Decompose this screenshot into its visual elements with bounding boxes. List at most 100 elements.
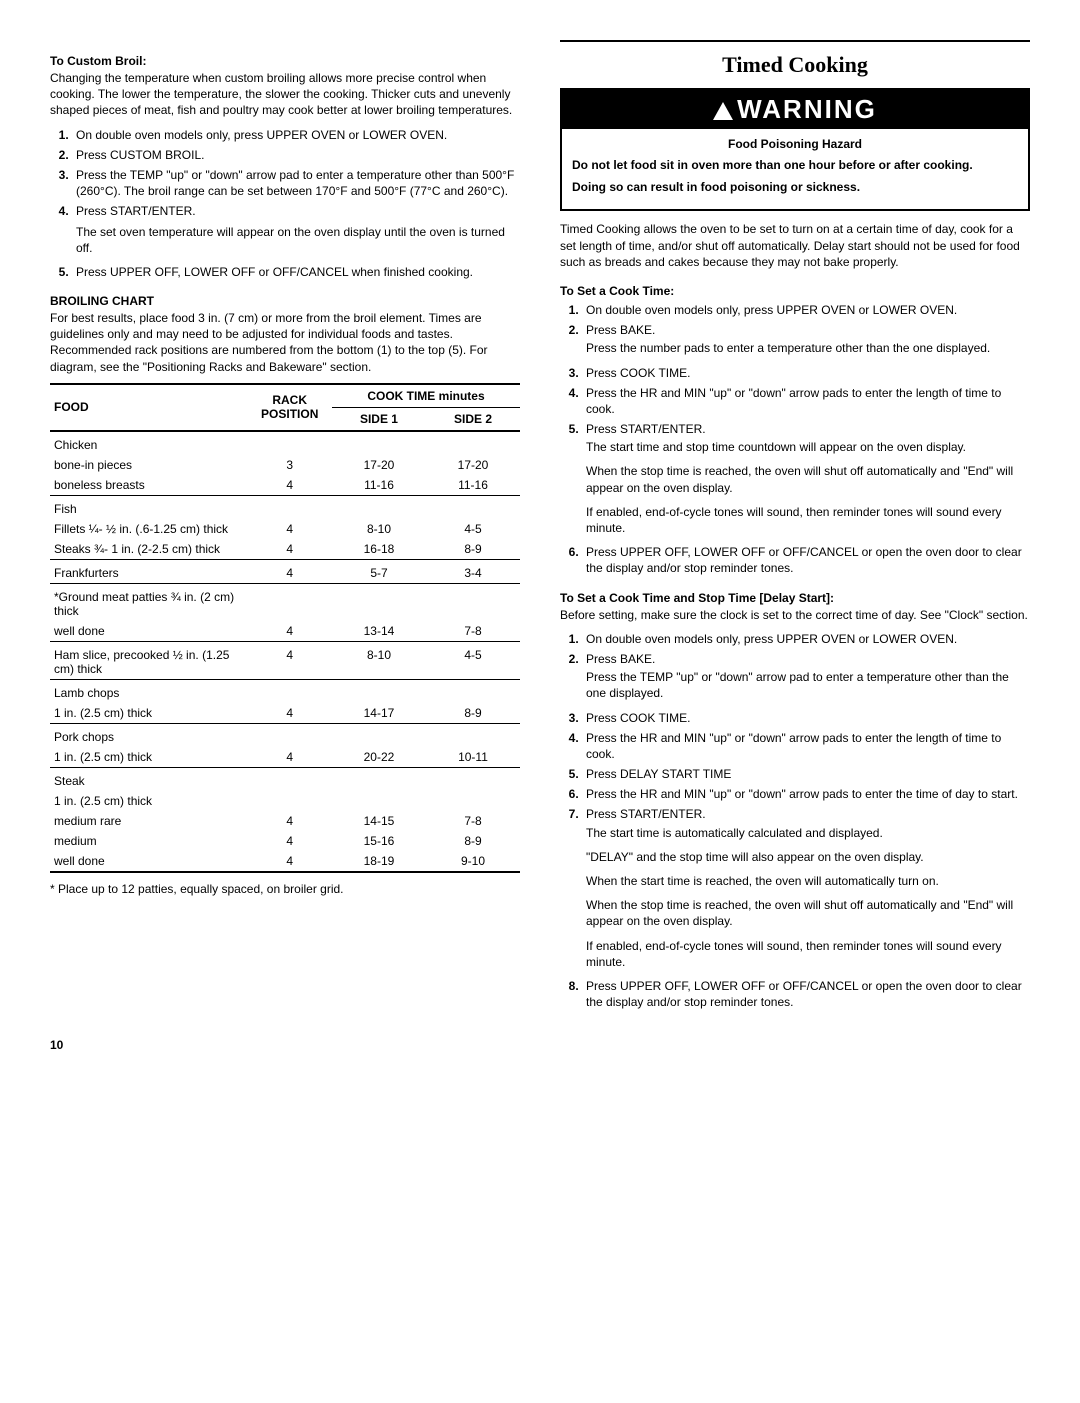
ds-step-2: Press BAKE. Press the TEMP "up" or "down…	[582, 651, 1030, 702]
broil-footnote: * Place up to 12 patties, equally spaced…	[50, 881, 520, 897]
cell-rack: 4	[247, 851, 332, 872]
table-row: Ham slice, precooked ½ in. (1.25 cm) thi…	[50, 641, 520, 679]
ct-step-5-note1: The start time and stop time countdown w…	[586, 439, 1030, 455]
cell-side2	[426, 495, 520, 519]
table-row: Steaks ¾- 1 in. (2-2.5 cm) thick416-188-…	[50, 539, 520, 560]
cell-side2	[426, 583, 520, 621]
cell-side1	[332, 723, 426, 747]
ds-step-7: Press START/ENTER. The start time is aut…	[582, 806, 1030, 970]
cb-step-4-text: Press START/ENTER.	[76, 204, 196, 218]
ct-step-5-text: Press START/ENTER.	[586, 422, 706, 436]
cell-side2: 11-16	[426, 475, 520, 496]
cell-side2: 4-5	[426, 519, 520, 539]
table-row: Lamb chops	[50, 679, 520, 703]
delay-start-heading: To Set a Cook Time and Stop Time [Delay …	[560, 591, 1030, 605]
ds-step-7-text: Press START/ENTER.	[586, 807, 706, 821]
cell-rack: 4	[247, 621, 332, 642]
table-row: 1 in. (2.5 cm) thick420-2210-11	[50, 747, 520, 768]
cell-side1: 14-15	[332, 811, 426, 831]
cell-side1	[332, 495, 426, 519]
cell-rack	[247, 679, 332, 703]
cell-rack: 4	[247, 475, 332, 496]
warning-p2: Doing so can result in food poisoning or…	[572, 179, 1018, 195]
ds-step-2-text: Press BAKE.	[586, 652, 655, 666]
ds-step-4: Press the HR and MIN "up" or "down" arro…	[582, 730, 1030, 762]
cell-side2: 3-4	[426, 559, 520, 583]
custom-broil-intro: Changing the temperature when custom bro…	[50, 70, 520, 119]
warning-header: WARNING	[562, 90, 1028, 129]
warning-label: WARNING	[737, 94, 877, 124]
table-row: 1 in. (2.5 cm) thick414-178-9	[50, 703, 520, 724]
cell-food: bone-in pieces	[50, 455, 247, 475]
cell-food: Frankfurters	[50, 559, 247, 583]
cell-side1: 13-14	[332, 621, 426, 642]
cell-side1: 20-22	[332, 747, 426, 768]
cell-food: well done	[50, 621, 247, 642]
cell-side2: 7-8	[426, 811, 520, 831]
warning-p1: Do not let food sit in oven more than on…	[572, 157, 1018, 173]
ct-step-5-note3: If enabled, end-of-cycle tones will soun…	[586, 504, 1030, 536]
cb-step-4-note: The set oven temperature will appear on …	[76, 224, 520, 256]
table-row: *Ground meat patties ¾ in. (2 cm) thick	[50, 583, 520, 621]
warning-box: WARNING Food Poisoning Hazard Do not let…	[560, 88, 1030, 211]
cell-food: 1 in. (2.5 cm) thick	[50, 703, 247, 724]
ct-step-3: Press COOK TIME.	[582, 365, 1030, 381]
table-row: well done413-147-8	[50, 621, 520, 642]
cell-side1: 17-20	[332, 455, 426, 475]
broiling-chart-heading: BROILING CHART	[50, 294, 520, 308]
table-row: bone-in pieces317-2017-20	[50, 455, 520, 475]
cell-rack: 3	[247, 455, 332, 475]
ct-step-4: Press the HR and MIN "up" or "down" arro…	[582, 385, 1030, 417]
cell-rack: 4	[247, 831, 332, 851]
cell-food: *Ground meat patties ¾ in. (2 cm) thick	[50, 583, 247, 621]
custom-broil-steps: On double oven models only, press UPPER …	[50, 127, 520, 281]
cell-rack: 4	[247, 559, 332, 583]
ds-step-7-note5: If enabled, end-of-cycle tones will soun…	[586, 938, 1030, 970]
table-row: well done418-199-10	[50, 851, 520, 872]
cell-side1: 15-16	[332, 831, 426, 851]
ds-step-6: Press the HR and MIN "up" or "down" arro…	[582, 786, 1030, 802]
cell-rack: 4	[247, 703, 332, 724]
table-row: Fish	[50, 495, 520, 519]
left-column: To Custom Broil: Changing the temperatur…	[50, 40, 520, 1018]
broiling-chart-table: FOOD RACK POSITION COOK TIME minutes SID…	[50, 383, 520, 873]
cell-side2	[426, 431, 520, 455]
table-row: Pork chops	[50, 723, 520, 747]
cell-rack	[247, 723, 332, 747]
ct-step-5-note2: When the stop time is reached, the oven …	[586, 463, 1030, 495]
cb-step-1: On double oven models only, press UPPER …	[72, 127, 520, 143]
ds-step-3: Press COOK TIME.	[582, 710, 1030, 726]
ct-step-2: Press BAKE. Press the number pads to ent…	[582, 322, 1030, 356]
cell-side2: 8-9	[426, 831, 520, 851]
cell-food: medium	[50, 831, 247, 851]
cell-side1: 8-10	[332, 519, 426, 539]
ds-step-5: Press DELAY START TIME	[582, 766, 1030, 782]
cb-step-4: Press START/ENTER. The set oven temperat…	[72, 203, 520, 256]
cell-food: Ham slice, precooked ½ in. (1.25 cm) thi…	[50, 641, 247, 679]
cell-rack: 4	[247, 811, 332, 831]
cell-side2	[426, 679, 520, 703]
table-row: Frankfurters45-73-4	[50, 559, 520, 583]
cell-side2: 4-5	[426, 641, 520, 679]
table-row: medium rare414-157-8	[50, 811, 520, 831]
warning-triangle-icon	[713, 102, 733, 120]
delay-start-intro: Before setting, make sure the clock is s…	[560, 607, 1030, 623]
cell-side2: 9-10	[426, 851, 520, 872]
cell-side2: 7-8	[426, 621, 520, 642]
th-food: FOOD	[50, 384, 247, 431]
delay-start-steps: On double oven models only, press UPPER …	[560, 631, 1030, 1011]
cell-side1: 11-16	[332, 475, 426, 496]
cell-rack	[247, 495, 332, 519]
cell-food: Fish	[50, 495, 247, 519]
cell-food: 1 in. (2.5 cm) thick	[50, 791, 247, 811]
th-side2: SIDE 2	[426, 407, 520, 431]
timed-cooking-intro: Timed Cooking allows the oven to be set …	[560, 221, 1030, 270]
cb-step-5: Press UPPER OFF, LOWER OFF or OFF/CANCEL…	[72, 264, 520, 280]
cell-side2	[426, 767, 520, 791]
cell-food: Chicken	[50, 431, 247, 455]
cell-rack	[247, 767, 332, 791]
cell-side1: 16-18	[332, 539, 426, 560]
cell-side2	[426, 791, 520, 811]
cell-side1: 8-10	[332, 641, 426, 679]
table-row: Fillets ¼- ½ in. (.6-1.25 cm) thick48-10…	[50, 519, 520, 539]
